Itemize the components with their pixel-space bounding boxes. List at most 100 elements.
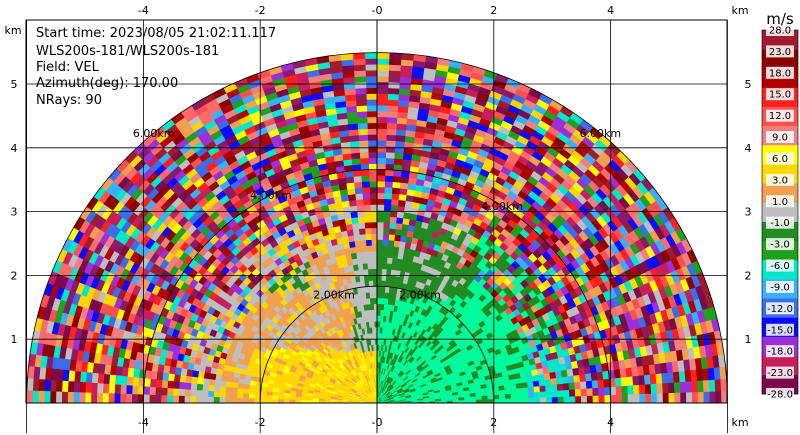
velocity-gate [357, 216, 365, 224]
velocity-gate [569, 395, 576, 403]
velocity-gate [350, 216, 359, 225]
velocity-gate [376, 169, 386, 176]
velocity-gate [387, 75, 401, 83]
velocity-gate [388, 233, 396, 241]
velocity-gate [367, 145, 378, 153]
velocity-gate [365, 69, 378, 77]
velocity-gate [383, 204, 392, 212]
velocity-gate [357, 122, 368, 130]
velocity-gate [376, 122, 388, 130]
velocity-gate [568, 388, 576, 397]
velocity-gate [516, 392, 524, 399]
velocity-gate [633, 393, 641, 403]
velocity-gate [626, 375, 634, 386]
velocity-gate [390, 192, 400, 201]
velocity-gate [364, 63, 378, 71]
velocity-gate [366, 262, 373, 270]
velocity-gate [563, 389, 570, 397]
velocity-gate [351, 222, 360, 230]
velocity-gate [386, 116, 398, 124]
velocity-gate [562, 382, 570, 391]
velocity-gate [528, 397, 536, 403]
velocity-gate [366, 250, 373, 258]
velocity-gate [351, 163, 362, 172]
velocity-gate [369, 186, 378, 194]
velocity-gate [387, 239, 395, 247]
velocity-gate [697, 391, 705, 403]
velocity-gate [376, 58, 390, 65]
velocity-gate [691, 391, 699, 403]
velocity-gate [388, 222, 397, 230]
velocity-gate [721, 390, 727, 403]
velocity-gate [361, 257, 368, 264]
velocity-gate [603, 386, 611, 396]
velocity-gate [639, 393, 646, 403]
velocity-gate [668, 392, 676, 403]
velocity-gate [360, 169, 370, 177]
velocity-gate [372, 297, 378, 305]
velocity-gate [597, 378, 605, 388]
velocity-gate [354, 187, 363, 195]
velocity-gate [386, 262, 393, 270]
velocity-gate [387, 81, 400, 89]
velocity-gate [367, 128, 378, 135]
velocity-gate [703, 391, 711, 403]
velocity-gate [539, 384, 547, 392]
velocity-gate [715, 390, 722, 403]
velocity-gate [388, 52, 402, 60]
velocity-gate [643, 373, 652, 385]
velocity-gate [649, 373, 657, 385]
velocity-gate [365, 93, 378, 100]
velocity-gate [516, 397, 524, 403]
velocity-gate [499, 398, 506, 403]
velocity-gate [376, 151, 387, 159]
velocity-gate [709, 390, 717, 403]
velocity-gate [568, 381, 576, 390]
velocity-gate [580, 387, 588, 397]
velocity-gate [368, 163, 378, 170]
velocity-gate [360, 251, 368, 259]
velocity-gate [383, 198, 392, 206]
velocity-gate [376, 174, 386, 182]
velocity-gate [387, 99, 399, 107]
velocity-gate [555, 376, 564, 385]
velocity-gate [550, 383, 558, 392]
velocity-gate [376, 204, 385, 211]
velocity-gate [376, 291, 382, 299]
velocity-gate [384, 286, 390, 293]
velocity-gate [369, 209, 378, 217]
velocity-gate [376, 69, 389, 77]
velocity-gate [367, 139, 378, 147]
velocity-gate [545, 396, 553, 403]
velocity-gate [376, 98, 388, 106]
velocity-gate [557, 389, 565, 398]
velocity-gate [364, 227, 372, 235]
velocity-gate [376, 75, 389, 83]
velocity-gate [551, 396, 559, 403]
velocity-gate [563, 395, 571, 403]
velocity-gate [632, 384, 640, 395]
velocity-gate [359, 163, 370, 171]
velocity-gate [367, 268, 373, 276]
velocity-gate [680, 391, 687, 403]
velocity-gate [632, 375, 640, 386]
velocity-gate [393, 152, 404, 160]
velocity-gate [358, 227, 366, 235]
velocity-gate [387, 245, 394, 253]
velocity-gate [545, 384, 553, 392]
velocity-gate [662, 392, 670, 403]
velocity-gate [380, 297, 385, 305]
velocity-gate [376, 227, 384, 235]
velocity-gate [556, 383, 564, 391]
velocity-gate [373, 303, 378, 310]
velocity-gate [364, 58, 378, 65]
velocity-gate [359, 151, 369, 159]
velocity-gate [604, 394, 611, 403]
velocity-gate [376, 180, 386, 188]
velocity-gate [376, 285, 382, 293]
velocity-gate [650, 392, 658, 403]
velocity-gate [355, 93, 367, 101]
velocity-gate [376, 280, 382, 287]
velocity-gate [376, 198, 385, 205]
velocity-gate [350, 152, 361, 160]
